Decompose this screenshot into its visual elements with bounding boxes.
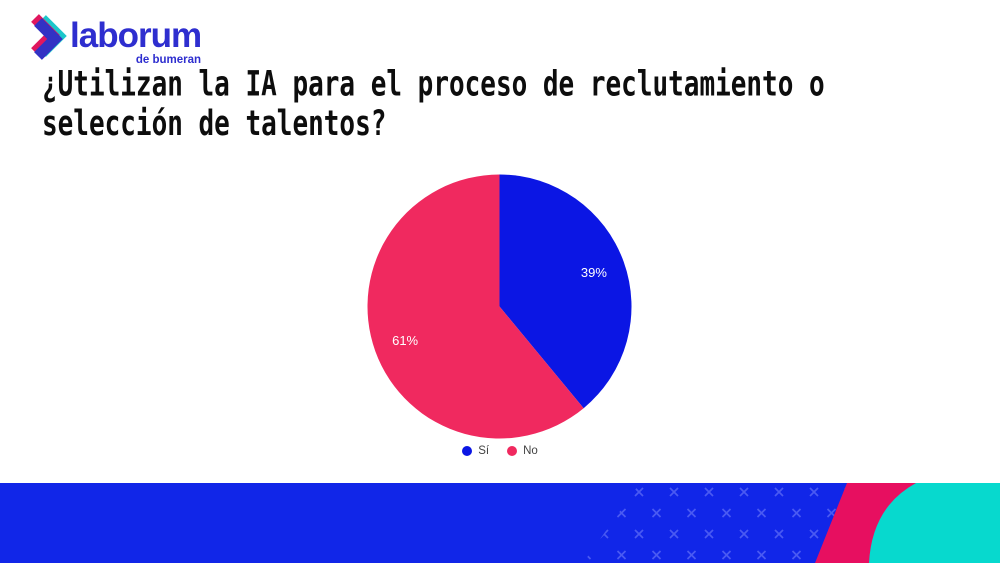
laborum-chevron-icon — [31, 14, 67, 60]
pie-slice-no — [367, 174, 584, 439]
legend-swatch-no — [507, 446, 518, 456]
footer-band-graphic — [0, 483, 1000, 563]
pie-slice-label-sí: 39% — [581, 265, 607, 280]
legend-label-si: Sí — [478, 445, 490, 457]
band-teal-corner — [869, 483, 1000, 563]
band-x-pattern — [583, 483, 850, 563]
pie-chart: 39% 61% — [367, 174, 632, 439]
footer-band — [0, 483, 1000, 563]
page-title-line2: selección de talentos? — [42, 103, 387, 144]
page-title: ¿Utilizan la IA para el proceso de reclu… — [42, 64, 825, 144]
pie-slice-label-no: 61% — [392, 333, 418, 348]
legend-item-si: Sí — [462, 445, 489, 457]
legend-label-no: No — [523, 445, 538, 457]
pie-slice-sí — [499, 174, 632, 409]
logo-tagline: de bumeran — [135, 54, 202, 66]
laborum-logo: laborum de bumeran — [26, 12, 202, 66]
legend-swatch-si — [462, 446, 473, 456]
page-title-line1: ¿Utilizan la IA para el proceso de reclu… — [42, 64, 825, 105]
chart-legend: Sí No — [0, 445, 1000, 457]
legend-item-no: No — [507, 445, 538, 457]
logo-wordmark: laborum — [70, 16, 202, 55]
